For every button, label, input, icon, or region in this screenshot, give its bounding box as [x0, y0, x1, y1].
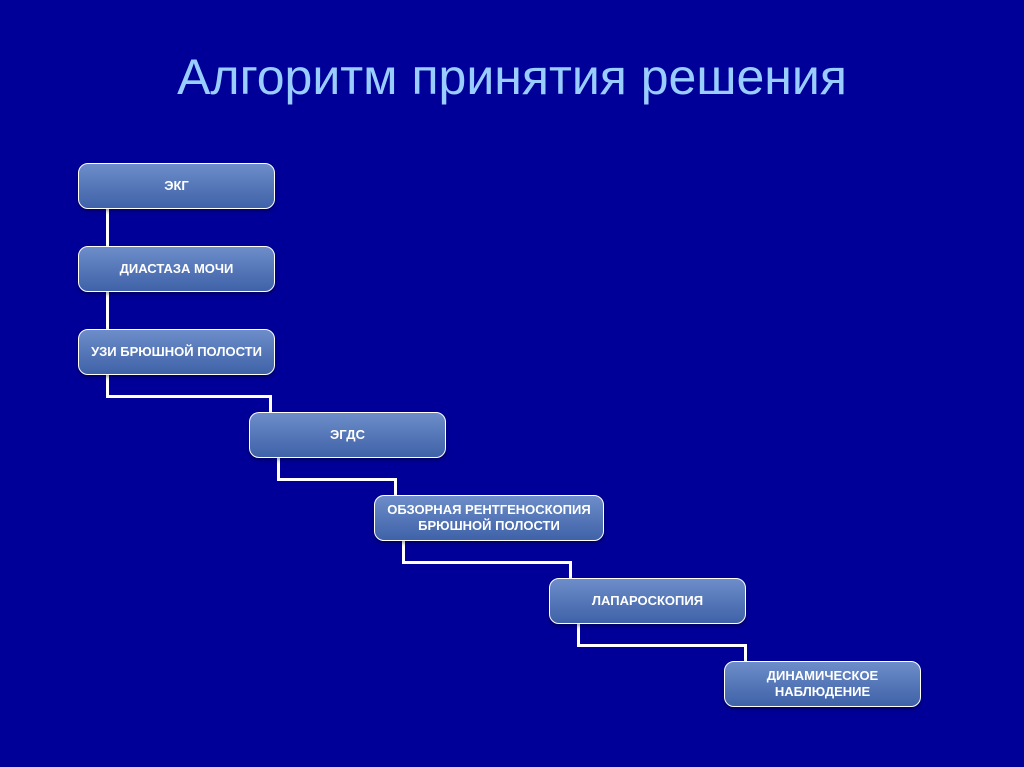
flow-node-n6: ЛАПАРОСКОПИЯ	[549, 578, 746, 624]
connector-1	[106, 292, 109, 329]
flow-node-n3: УЗИ БРЮШНОЙ ПОЛОСТИ	[78, 329, 275, 375]
connector-3-h	[277, 478, 397, 481]
flow-node-n1: ЭКГ	[78, 163, 275, 209]
connector-2-v1	[106, 375, 109, 395]
slide-title: Алгоритм принятия решения	[0, 0, 1024, 106]
flow-node-n7: ДИНАМИЧЕСКОЕ НАБЛЮДЕНИЕ	[724, 661, 921, 707]
flow-node-n5: ОБЗОРНАЯ РЕНТГЕНОСКОПИЯ БРЮШНОЙ ПОЛОСТИ	[374, 495, 604, 541]
connector-4-v2	[569, 561, 572, 578]
connector-3-v2	[394, 478, 397, 495]
flow-node-label: ЛАПАРОСКОПИЯ	[592, 593, 703, 609]
flow-node-n2: ДИАСТАЗА МОЧИ	[78, 246, 275, 292]
flow-node-label: ЭКГ	[164, 178, 189, 194]
flow-node-label: ОБЗОРНАЯ РЕНТГЕНОСКОПИЯ БРЮШНОЙ ПОЛОСТИ	[383, 502, 595, 533]
connector-0	[106, 209, 109, 246]
connector-5-v1	[577, 624, 580, 644]
connector-4-v1	[402, 541, 405, 561]
flow-node-n4: ЭГДС	[249, 412, 446, 458]
flow-node-label: УЗИ БРЮШНОЙ ПОЛОСТИ	[91, 344, 262, 360]
connector-5-v2	[744, 644, 747, 661]
connector-3-v1	[277, 458, 280, 478]
flow-node-label: ЭГДС	[330, 427, 365, 443]
connector-2-v2	[269, 395, 272, 412]
connector-5-h	[577, 644, 747, 647]
flow-node-label: ДИНАМИЧЕСКОЕ НАБЛЮДЕНИЕ	[733, 668, 912, 699]
connector-4-h	[402, 561, 572, 564]
connector-2-h	[106, 395, 272, 398]
flow-node-label: ДИАСТАЗА МОЧИ	[120, 261, 234, 277]
